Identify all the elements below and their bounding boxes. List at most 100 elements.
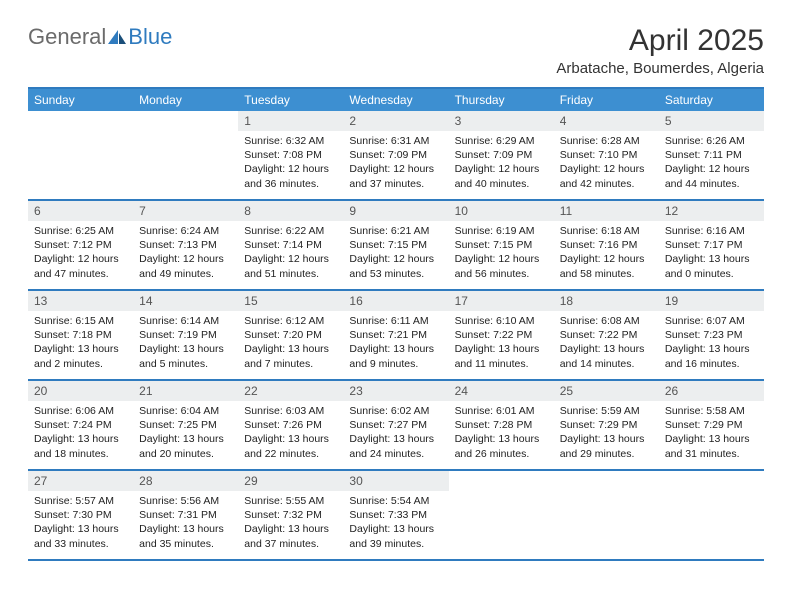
day-cell: 23Sunrise: 6:02 AMSunset: 7:27 PMDayligh…: [343, 381, 448, 469]
calendar-grid: SundayMondayTuesdayWednesdayThursdayFrid…: [28, 87, 764, 561]
daylight-text: and 22 minutes.: [244, 447, 337, 461]
daylight-text: and 2 minutes.: [34, 357, 127, 371]
sunrise-text: Sunrise: 5:57 AM: [34, 494, 127, 508]
sunrise-text: Sunrise: 6:26 AM: [665, 134, 758, 148]
daylight-text: and 40 minutes.: [455, 177, 548, 191]
day-number: 4: [554, 111, 659, 131]
month-title: April 2025: [556, 24, 764, 58]
day-details: Sunrise: 6:12 AMSunset: 7:20 PMDaylight:…: [238, 311, 343, 377]
day-number: 2: [343, 111, 448, 131]
sunrise-text: Sunrise: 6:03 AM: [244, 404, 337, 418]
daylight-text: Daylight: 13 hours: [34, 432, 127, 446]
day-details: Sunrise: 6:25 AMSunset: 7:12 PMDaylight:…: [28, 221, 133, 287]
sunrise-text: Sunrise: 6:12 AM: [244, 314, 337, 328]
day-number: 21: [133, 381, 238, 401]
dow-header: Tuesday: [238, 89, 343, 111]
daylight-text: and 11 minutes.: [455, 357, 548, 371]
daylight-text: Daylight: 13 hours: [349, 342, 442, 356]
daylight-text: Daylight: 12 hours: [560, 162, 653, 176]
day-number: 22: [238, 381, 343, 401]
sunset-text: Sunset: 7:09 PM: [455, 148, 548, 162]
day-number: 14: [133, 291, 238, 311]
empty-cell: [554, 471, 659, 559]
day-cell: 4Sunrise: 6:28 AMSunset: 7:10 PMDaylight…: [554, 111, 659, 199]
day-number: 3: [449, 111, 554, 131]
day-number: 29: [238, 471, 343, 491]
day-details: Sunrise: 5:56 AMSunset: 7:31 PMDaylight:…: [133, 491, 238, 557]
day-details: Sunrise: 6:07 AMSunset: 7:23 PMDaylight:…: [659, 311, 764, 377]
week-row: 13Sunrise: 6:15 AMSunset: 7:18 PMDayligh…: [28, 291, 764, 381]
day-cell: 19Sunrise: 6:07 AMSunset: 7:23 PMDayligh…: [659, 291, 764, 379]
sunrise-text: Sunrise: 6:10 AM: [455, 314, 548, 328]
day-details: Sunrise: 6:21 AMSunset: 7:15 PMDaylight:…: [343, 221, 448, 287]
calendar-page: General Blue April 2025 Arbatache, Boume…: [0, 0, 792, 585]
sunset-text: Sunset: 7:27 PM: [349, 418, 442, 432]
sunset-text: Sunset: 7:15 PM: [349, 238, 442, 252]
sunset-text: Sunset: 7:15 PM: [455, 238, 548, 252]
dow-header: Wednesday: [343, 89, 448, 111]
day-cell: 30Sunrise: 5:54 AMSunset: 7:33 PMDayligh…: [343, 471, 448, 559]
daylight-text: Daylight: 13 hours: [665, 252, 758, 266]
daylight-text: Daylight: 12 hours: [349, 252, 442, 266]
sunset-text: Sunset: 7:16 PM: [560, 238, 653, 252]
sunrise-text: Sunrise: 6:15 AM: [34, 314, 127, 328]
day-details: Sunrise: 6:32 AMSunset: 7:08 PMDaylight:…: [238, 131, 343, 197]
empty-cell: [449, 471, 554, 559]
sunrise-text: Sunrise: 6:08 AM: [560, 314, 653, 328]
dow-header: Thursday: [449, 89, 554, 111]
daylight-text: and 5 minutes.: [139, 357, 232, 371]
day-number: 20: [28, 381, 133, 401]
day-number: 26: [659, 381, 764, 401]
day-details: Sunrise: 5:54 AMSunset: 7:33 PMDaylight:…: [343, 491, 448, 557]
daylight-text: and 49 minutes.: [139, 267, 232, 281]
sunset-text: Sunset: 7:29 PM: [560, 418, 653, 432]
day-details: Sunrise: 6:26 AMSunset: 7:11 PMDaylight:…: [659, 131, 764, 197]
day-number: 10: [449, 201, 554, 221]
sunrise-text: Sunrise: 5:55 AM: [244, 494, 337, 508]
day-details: Sunrise: 5:58 AMSunset: 7:29 PMDaylight:…: [659, 401, 764, 467]
sunrise-text: Sunrise: 6:06 AM: [34, 404, 127, 418]
daylight-text: Daylight: 12 hours: [349, 162, 442, 176]
sunrise-text: Sunrise: 6:18 AM: [560, 224, 653, 238]
day-cell: 2Sunrise: 6:31 AMSunset: 7:09 PMDaylight…: [343, 111, 448, 199]
day-details: Sunrise: 6:31 AMSunset: 7:09 PMDaylight:…: [343, 131, 448, 197]
day-details: Sunrise: 6:29 AMSunset: 7:09 PMDaylight:…: [449, 131, 554, 197]
daylight-text: and 18 minutes.: [34, 447, 127, 461]
daylight-text: Daylight: 13 hours: [139, 342, 232, 356]
daylight-text: Daylight: 13 hours: [244, 342, 337, 356]
sunset-text: Sunset: 7:08 PM: [244, 148, 337, 162]
sunset-text: Sunset: 7:12 PM: [34, 238, 127, 252]
day-number: 25: [554, 381, 659, 401]
sunset-text: Sunset: 7:31 PM: [139, 508, 232, 522]
day-cell: 7Sunrise: 6:24 AMSunset: 7:13 PMDaylight…: [133, 201, 238, 289]
day-details: Sunrise: 6:22 AMSunset: 7:14 PMDaylight:…: [238, 221, 343, 287]
week-row: 27Sunrise: 5:57 AMSunset: 7:30 PMDayligh…: [28, 471, 764, 561]
daylight-text: Daylight: 13 hours: [665, 432, 758, 446]
daylight-text: Daylight: 13 hours: [244, 432, 337, 446]
daylight-text: Daylight: 12 hours: [244, 252, 337, 266]
day-cell: 18Sunrise: 6:08 AMSunset: 7:22 PMDayligh…: [554, 291, 659, 379]
daylight-text: Daylight: 12 hours: [34, 252, 127, 266]
logo-text-2: Blue: [128, 24, 172, 50]
day-details: Sunrise: 6:04 AMSunset: 7:25 PMDaylight:…: [133, 401, 238, 467]
sunrise-text: Sunrise: 6:04 AM: [139, 404, 232, 418]
sunrise-text: Sunrise: 6:24 AM: [139, 224, 232, 238]
daylight-text: Daylight: 13 hours: [139, 432, 232, 446]
sunrise-text: Sunrise: 6:31 AM: [349, 134, 442, 148]
daylight-text: and 39 minutes.: [349, 537, 442, 551]
sunrise-text: Sunrise: 5:56 AM: [139, 494, 232, 508]
sunset-text: Sunset: 7:18 PM: [34, 328, 127, 342]
day-cell: 26Sunrise: 5:58 AMSunset: 7:29 PMDayligh…: [659, 381, 764, 469]
day-details: Sunrise: 6:06 AMSunset: 7:24 PMDaylight:…: [28, 401, 133, 467]
day-cell: 13Sunrise: 6:15 AMSunset: 7:18 PMDayligh…: [28, 291, 133, 379]
daylight-text: and 36 minutes.: [244, 177, 337, 191]
sunset-text: Sunset: 7:23 PM: [665, 328, 758, 342]
sunrise-text: Sunrise: 6:19 AM: [455, 224, 548, 238]
day-details: Sunrise: 6:01 AMSunset: 7:28 PMDaylight:…: [449, 401, 554, 467]
brand-logo: General Blue: [28, 24, 172, 50]
logo-sail-icon: [108, 30, 126, 44]
sunrise-text: Sunrise: 5:54 AM: [349, 494, 442, 508]
daylight-text: Daylight: 13 hours: [455, 432, 548, 446]
daylight-text: and 56 minutes.: [455, 267, 548, 281]
daylight-text: and 44 minutes.: [665, 177, 758, 191]
